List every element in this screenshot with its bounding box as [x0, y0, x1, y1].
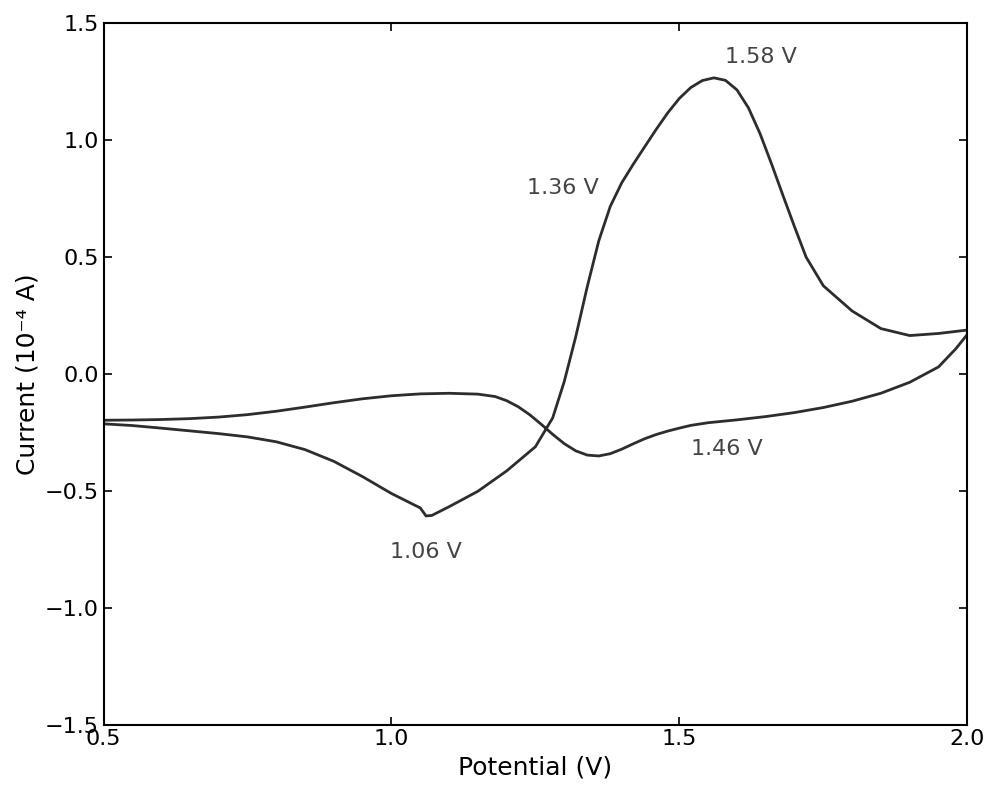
Text: 1.06 V: 1.06 V: [390, 542, 462, 562]
Text: 1.46 V: 1.46 V: [691, 439, 763, 459]
X-axis label: Potential (V): Potential (V): [458, 755, 612, 779]
Text: 1.36 V: 1.36 V: [527, 179, 599, 198]
Text: 1.58 V: 1.58 V: [725, 48, 797, 67]
Y-axis label: Current (10⁻⁴ A): Current (10⁻⁴ A): [15, 273, 39, 475]
